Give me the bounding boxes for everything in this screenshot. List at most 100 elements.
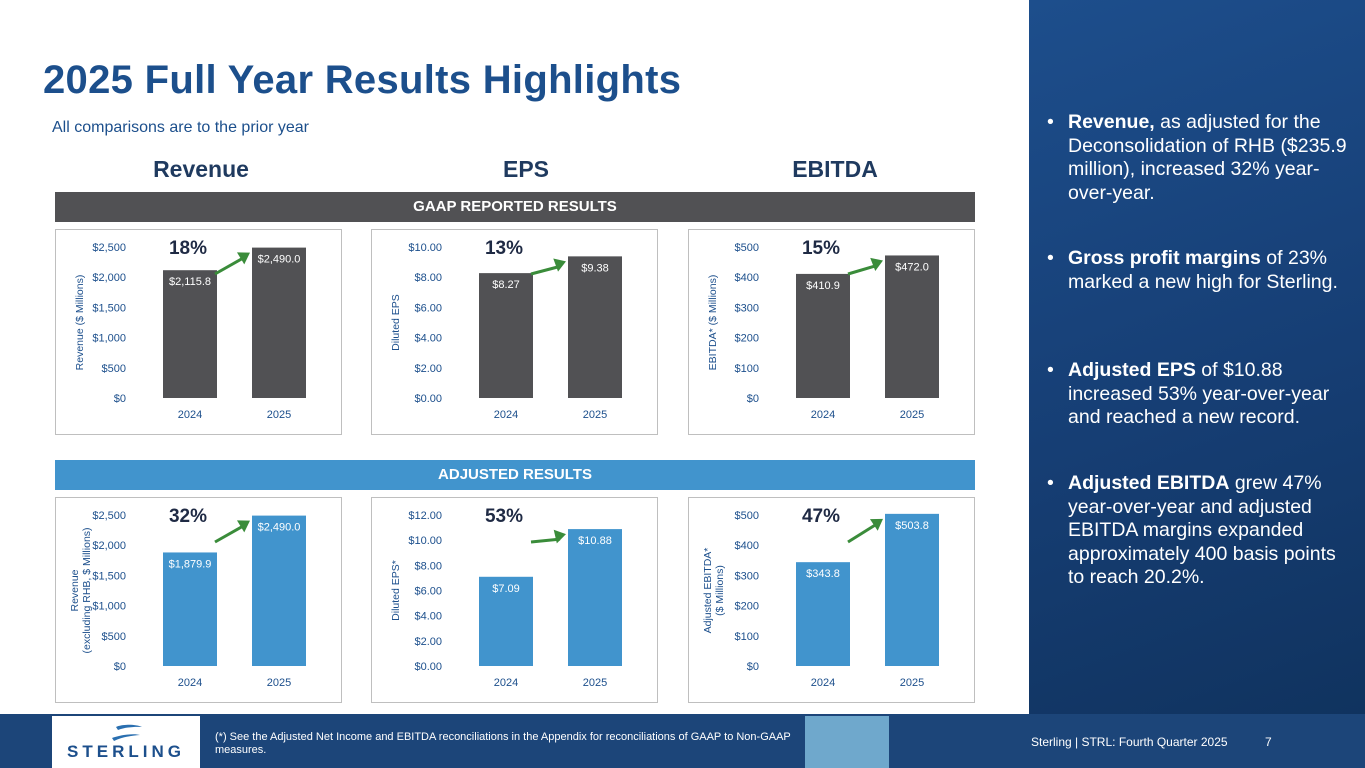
growth-arrow-line	[847, 264, 878, 276]
gaap-results-band: GAAP REPORTED RESULTS	[55, 192, 975, 222]
bullet-adjusted-eps-text: of $10.88 increased 53% year-over-year a…	[1068, 359, 1330, 428]
y-axis-label: Adjusted EBITDA*	[702, 548, 714, 634]
growth-arrow-line	[530, 537, 561, 544]
y-tick-label: $500	[102, 631, 126, 643]
y-tick-label: $2,000	[92, 272, 126, 284]
y-tick-label: $1,500	[92, 570, 126, 582]
y-tick-label: $400	[735, 540, 759, 552]
bar-2025	[568, 256, 622, 398]
bullet-adjusted-ebitda-text: grew 47% year-over-year and adjusted EBI…	[1068, 472, 1336, 588]
bar-value-label: $10.88	[578, 535, 612, 547]
bar-value-label: $472.0	[895, 261, 929, 273]
x-tick-label: 2025	[900, 409, 924, 421]
page-subtitle: All comparisons are to the prior year	[52, 119, 309, 136]
bullet-adjusted-ebitda-bold: Adjusted EBITDA	[1068, 472, 1230, 494]
chart-adjusted-eps: $0.00 $2.00 $4.00 $6.00 $8.00 $10.00 $12.00 Dil…	[371, 497, 658, 703]
bar-value-label: $2,490.0	[258, 254, 301, 266]
y-tick-label: $0	[747, 661, 759, 673]
bar-value-label: $8.27	[492, 279, 520, 291]
x-tick-label: 2025	[583, 677, 607, 689]
chart-svg: $0 $500 $1,000 $1,500 $2,000 $2,500 Revenue (ex…	[69, 506, 306, 689]
x-tick-label: 2024	[494, 677, 518, 689]
bar-value-label: $343.8	[806, 568, 840, 580]
bullet-gross-margin-bold: Gross profit margins	[1068, 247, 1261, 269]
bar-2024	[163, 270, 217, 398]
growth-percentage: 47%	[802, 506, 840, 527]
bar-2024	[796, 273, 850, 398]
growth-arrow-line	[214, 524, 245, 544]
bar-value-label: $503.8	[895, 520, 929, 532]
bar-2025	[252, 515, 306, 666]
bar-value-label: $2,115.8	[169, 276, 211, 288]
y-tick-label: $2.00	[414, 636, 442, 648]
growth-arrow-head	[553, 529, 566, 544]
y-tick-label: $2,500	[92, 242, 126, 254]
y-tick-label: $0	[114, 661, 126, 673]
footnote: (*) See the Adjusted Net Income and EBIT…	[215, 731, 791, 756]
x-tick-label: 2025	[267, 409, 291, 421]
logo-mark-top	[116, 724, 142, 730]
y-tick-label: $500	[735, 510, 759, 522]
growth-arrow-line	[530, 264, 561, 276]
growth-arrow-head	[870, 257, 883, 271]
bullet-adjusted-eps: Adjusted EPS of $10.88 increased 53% yea…	[1047, 359, 1357, 430]
bar-value-label: $2,490.0	[258, 522, 301, 534]
highlights-sidebar: Revenue, as adjusted for the Deconsolida…	[1029, 0, 1365, 714]
chart-gaap-eps: $0.00 $2.00 $4.00 $6.00 $8.00 $10.00 Diluted E…	[371, 229, 658, 435]
growth-arrow-head	[553, 258, 566, 272]
growth-percentage: 32%	[169, 506, 207, 527]
y-tick-label: $300	[735, 302, 759, 314]
growth-percentage: 18%	[169, 238, 207, 259]
growth-arrow-line	[214, 256, 245, 276]
bullet-revenue: Revenue, as adjusted for the Deconsolida…	[1047, 111, 1357, 205]
y-tick-label: $0.00	[414, 661, 442, 673]
bar-2024	[796, 562, 850, 666]
y-tick-label: $4.00	[414, 611, 442, 623]
y-tick-label: $12.00	[408, 510, 442, 522]
bullet-gross-margin-text: of 23% marked a new high for Sterling.	[1068, 247, 1338, 293]
y-tick-label: $1,500	[92, 302, 126, 314]
y-axis-label: Revenue	[69, 569, 81, 611]
y-axis-label: (excluding RHB, $ Millions)	[81, 527, 93, 653]
y-axis-label: ($ Millions)	[714, 565, 726, 616]
page-number: 7	[1265, 735, 1272, 749]
y-tick-label: $2,500	[92, 510, 126, 522]
y-tick-label: $100	[735, 363, 759, 375]
y-tick-label: $4.00	[414, 333, 442, 345]
column-heading-revenue: Revenue	[153, 156, 249, 182]
y-axis-label: Diluted EPS	[390, 294, 402, 351]
footer-company-quarter: Sterling | STRL: Fourth Quarter 2025	[1031, 735, 1228, 749]
column-heading-ebitda: EBITDA	[792, 156, 878, 182]
bar-value-label: $410.9	[806, 280, 840, 292]
chart-svg: $0 $500 $1,000 $1,500 $2,000 $2,500 Revenue ($…	[74, 238, 306, 421]
bar-2025	[885, 513, 939, 666]
column-heading-eps: EPS	[502, 156, 550, 182]
growth-percentage: 53%	[485, 506, 523, 527]
y-tick-label: $400	[735, 272, 759, 284]
growth-arrow-head	[236, 252, 250, 265]
bullet-gross-margin: Gross profit margins of 23% marked a new…	[1047, 247, 1357, 294]
bar-2024	[163, 552, 217, 666]
footer-bar	[0, 714, 1365, 768]
y-tick-label: $8.00	[414, 560, 442, 572]
x-tick-label: 2024	[178, 409, 202, 421]
y-tick-label: $100	[735, 631, 759, 643]
y-tick-label: $0.00	[414, 393, 442, 405]
y-axis-label: Revenue ($ Millions)	[74, 275, 86, 371]
bar-2025	[885, 255, 939, 398]
y-tick-label: $500	[735, 242, 759, 254]
y-tick-label: $6.00	[414, 302, 442, 314]
x-tick-label: 2025	[267, 677, 291, 689]
bar-value-label: $9.38	[581, 262, 609, 274]
y-tick-label: $200	[735, 333, 759, 345]
footer-accent-block	[805, 716, 889, 768]
y-tick-label: $1,000	[92, 333, 126, 345]
y-tick-label: $8.00	[414, 272, 442, 284]
y-tick-label: $200	[735, 601, 759, 613]
chart-adjusted-ebitda: $0 $100 $200 $300 $400 $500 Adjusted EBITDA* ($…	[688, 497, 975, 703]
chart-svg: $0 $100 $200 $300 $400 $500 Adjusted EBITDA* ($…	[702, 506, 939, 689]
logo-text: STERLING	[67, 742, 185, 761]
bullet-adjusted-eps-bold: Adjusted EPS	[1068, 359, 1196, 381]
bullet-adjusted-ebitda: Adjusted EBITDA grew 47% year-over-year …	[1047, 472, 1357, 590]
bar-2024	[479, 576, 533, 666]
